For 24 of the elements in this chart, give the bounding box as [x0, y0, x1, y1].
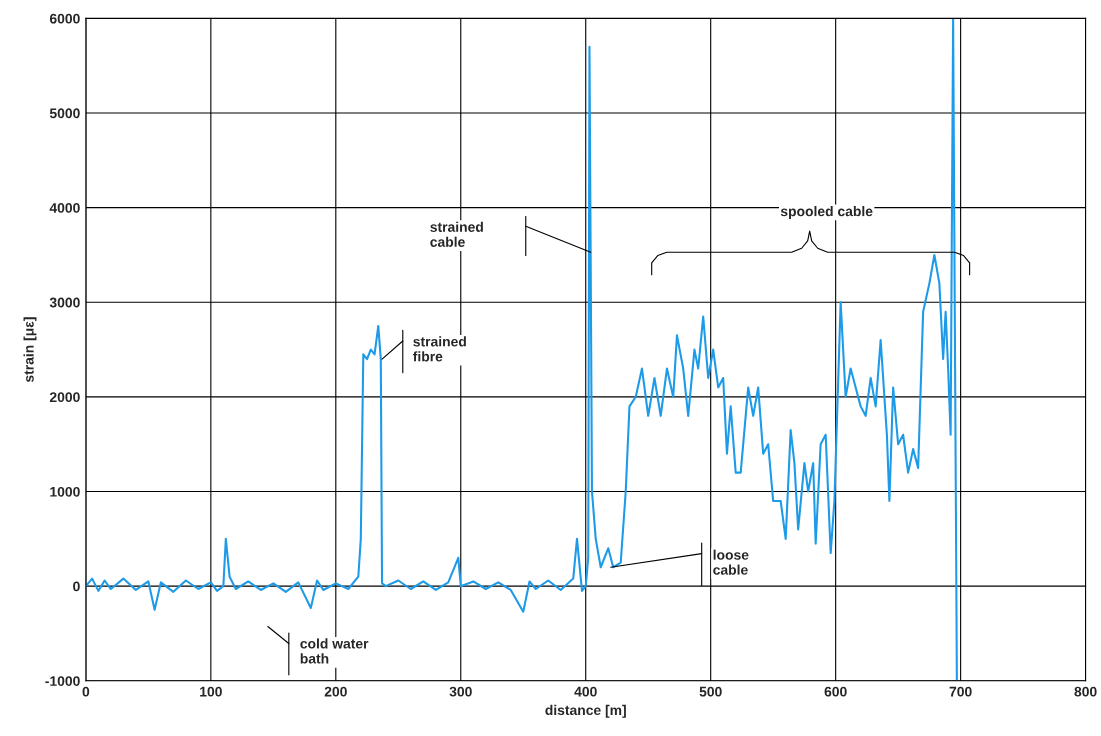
annotation: strained cable: [430, 221, 483, 247]
y-axis-title: strain [με]: [23, 317, 37, 383]
annotation: spooled cable: [780, 206, 873, 219]
x-tick-label: 100: [200, 686, 222, 697]
y-tick-label: 3000: [49, 297, 80, 308]
y-tick-label: 6000: [49, 13, 80, 24]
x-tick-label: 800: [1074, 686, 1097, 697]
x-tick-label: 0: [82, 686, 90, 697]
x-tick-label: 200: [324, 686, 347, 697]
y-tick-label: 5000: [49, 108, 80, 119]
x-tick-label: 600: [824, 686, 847, 697]
annotation: loose cable: [713, 549, 749, 575]
x-tick-label: 300: [449, 686, 472, 697]
annotation: strained fibre: [413, 336, 466, 362]
x-tick-label: 400: [574, 686, 597, 697]
y-tick-label: 1000: [50, 486, 80, 497]
annotation: cold water bath: [300, 638, 369, 664]
y-tick-label: 4000: [49, 202, 80, 213]
x-axis-title: distance [m]: [545, 704, 626, 718]
y-tick-label: 0: [73, 581, 80, 592]
x-tick-label: 700: [949, 686, 972, 697]
y-tick-label: -1000: [45, 676, 80, 686]
y-tick-label: 2000: [49, 392, 80, 403]
x-tick-label: 500: [699, 686, 722, 697]
